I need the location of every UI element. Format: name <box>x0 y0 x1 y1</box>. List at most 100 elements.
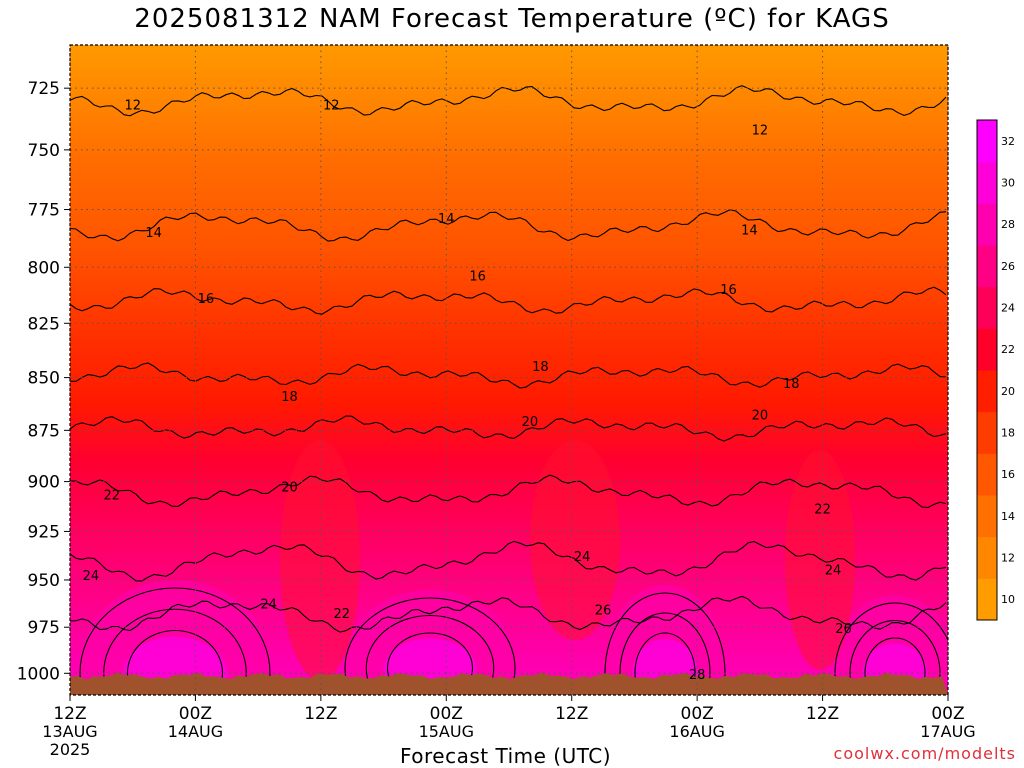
contour-line <box>365 614 495 695</box>
colorbar-segment <box>977 120 997 163</box>
y-tick-label: 850 <box>28 369 60 389</box>
plot-frame <box>69 44 949 696</box>
x-tick-label: 12Z <box>555 704 588 724</box>
contour-label: 26 <box>835 622 852 637</box>
contour-line <box>70 415 947 442</box>
x-tick-label: 12Z <box>304 704 337 724</box>
colorbar-tick-label: 16 <box>1001 468 1015 481</box>
contour-label: 18 <box>532 360 549 375</box>
cool-region <box>785 450 855 670</box>
ground-terrain <box>70 672 948 695</box>
colorbar-segment <box>977 411 997 454</box>
colorbar-segment <box>977 370 997 413</box>
contour-label: 28 <box>689 668 706 683</box>
contour-label: 20 <box>522 415 539 430</box>
contour-line <box>70 474 947 509</box>
x-tick-label: 12Z <box>806 704 839 724</box>
cool-region <box>280 440 360 680</box>
colorbar-segment <box>977 536 997 579</box>
contour-label: 18 <box>281 390 298 405</box>
colorbar-segment <box>977 203 997 246</box>
colorbar-segment <box>977 578 997 621</box>
x-tick-label: 00Z <box>430 704 463 724</box>
cool-region <box>530 440 620 640</box>
y-tick-label: 1000 <box>17 664 60 684</box>
y-tick-label: 900 <box>28 473 60 493</box>
colorbar-segment <box>977 453 997 496</box>
x-tick-label: 00Z <box>931 704 964 724</box>
contour-label: 12 <box>752 123 769 138</box>
contour-label: 20 <box>752 409 769 424</box>
x-tick-date-label: 15AUG <box>419 722 474 741</box>
contour-line <box>70 209 947 242</box>
colorbar-segment <box>977 328 997 371</box>
contour-line <box>70 595 947 633</box>
contour-line <box>386 632 474 695</box>
contour-line <box>864 637 926 695</box>
contour-label: 24 <box>260 598 277 613</box>
colorbar-segment <box>977 245 997 288</box>
colorbar-segment <box>977 495 997 538</box>
colorbar-tick-label: 28 <box>1001 218 1015 231</box>
plot-area <box>70 45 948 695</box>
x-tick-date-label: 17AUG <box>920 722 975 741</box>
colorbar-tick-label: 10 <box>1001 593 1015 606</box>
y-axis: 725 750 775 800 825 850 875 900 925 950 975 1000 <box>17 79 70 684</box>
contour-label: 24 <box>83 569 100 584</box>
y-tick-label: 800 <box>28 258 60 278</box>
contour-label: 12 <box>323 99 340 114</box>
colorbar-tick-label: 20 <box>1001 385 1015 398</box>
contour-label: 26 <box>595 603 612 618</box>
contour-line <box>634 632 696 695</box>
colorbar: 10 12 14 16 18 20 22 24 26 28 30 32 <box>976 119 1015 621</box>
contour-label: 18 <box>783 377 800 392</box>
chart-title: 2025081312 NAM Forecast Temperature (ºC)… <box>134 4 890 34</box>
colorbar-tick-label: 24 <box>1001 302 1015 315</box>
x-tick-label: 12Z <box>53 704 86 724</box>
contour-label: 14 <box>438 212 455 227</box>
contour-label: 16 <box>469 269 486 284</box>
x-tick-label: 00Z <box>179 704 212 724</box>
contour-line <box>70 540 947 582</box>
contour-label: 22 <box>814 503 831 518</box>
contour-labels: 12 12 12 14 14 14 16 16 16 18 18 18 20 20 20 22 22 22 24 24… <box>83 99 852 683</box>
colorbar-segment <box>977 161 997 204</box>
colorbar-frame <box>976 119 998 621</box>
contour-label: 14 <box>741 224 758 239</box>
x-tick-date-label: 13AUG <box>42 722 97 741</box>
x-tick-date-label: 14AUG <box>168 722 223 741</box>
y-tick-label: 825 <box>28 314 60 334</box>
contour-label: 16 <box>720 283 737 298</box>
colorbar-segment <box>977 286 997 329</box>
warm-region-core <box>122 636 228 695</box>
y-tick-label: 750 <box>28 141 60 161</box>
colorbar-tick-label: 26 <box>1001 260 1015 273</box>
x-tick-year-label: 2025 <box>50 740 91 759</box>
x-tick-label: 00Z <box>681 704 714 724</box>
colorbar-tick-label: 22 <box>1001 343 1015 356</box>
contour-line <box>126 629 224 695</box>
colorbar-tick-label: 30 <box>1001 177 1015 190</box>
x-axis-label: Forecast Time (UTC) <box>400 744 612 768</box>
source-credit: coolwx.com/modelts <box>833 744 1016 763</box>
y-tick-label: 775 <box>28 201 60 221</box>
contour-line <box>70 286 947 315</box>
colorbar-tick-label: 18 <box>1001 427 1015 440</box>
contour-label: 24 <box>574 550 591 565</box>
contour-label: 16 <box>198 292 215 307</box>
y-tick-label: 925 <box>28 522 60 542</box>
contour-label: 24 <box>825 563 842 578</box>
contour-label: 20 <box>281 481 298 496</box>
y-tick-label: 950 <box>28 571 60 591</box>
contour-label: 12 <box>124 99 141 114</box>
contour-label: 14 <box>145 226 162 241</box>
contour-line <box>79 587 271 695</box>
colorbar-tick-label: 32 <box>1001 135 1015 148</box>
contour-line <box>70 362 947 389</box>
warm-region-core <box>862 643 928 695</box>
y-tick-label: 725 <box>28 79 60 99</box>
colorbar-tick-label: 14 <box>1001 510 1015 523</box>
contour-label: 22 <box>104 489 121 504</box>
